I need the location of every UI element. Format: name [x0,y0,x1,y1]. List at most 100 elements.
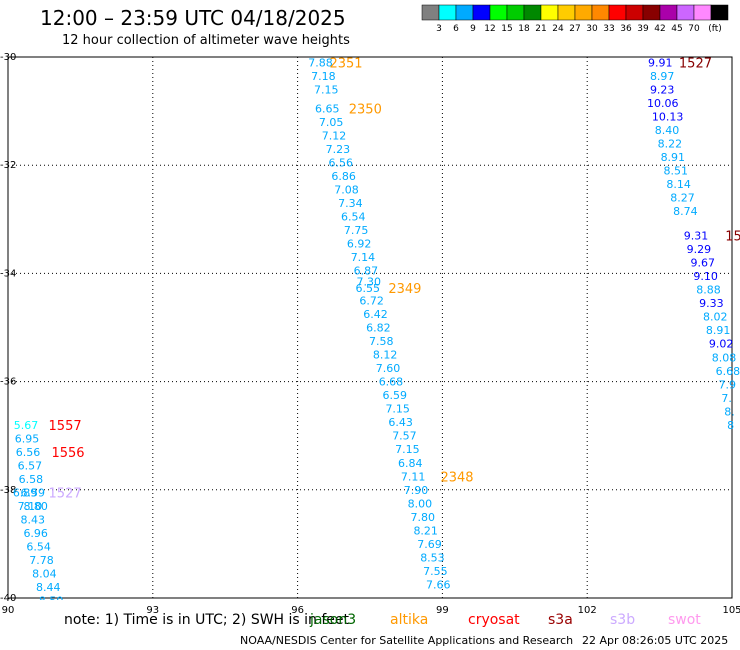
x-tick-label: 90 [2,605,15,616]
x-tick-label: 99 [436,605,449,616]
colorbar-swatch [659,4,678,21]
swh-value: 8.91 [661,151,686,164]
swh-value: 7.30 [356,276,381,289]
swh-value: 8.00 [408,497,433,510]
swh-value: 6.59 [21,487,45,500]
swh-value: 6.84 [398,457,423,470]
swh-value: 7.75 [344,224,369,237]
colorbar-swatch [557,4,576,21]
swh-value: 7.66 [426,578,451,591]
colorbar-swatch [455,4,474,21]
colorbar-label: 27 [569,24,580,34]
swh-value: 6.56 [16,446,41,459]
swh-value: 8 [727,419,734,432]
swh-value: 6.92 [347,238,372,251]
colorbar-label: 18 [518,24,530,34]
swh-value: 8.74 [673,205,698,218]
swh-value: 6.82 [366,322,391,335]
swh-value: 9.02 [709,338,734,351]
swh-value: 8.43 [21,514,45,527]
swh-value: 6.54 [341,211,366,224]
swh-value: 7. [721,392,732,405]
swh-value: 8.40 [655,124,680,137]
colorbar-label: 12 [484,24,495,34]
swh-value: 9.91 [648,56,673,69]
swh-value: 8.91 [706,324,731,337]
swh-value: 9.33 [699,297,724,310]
pass-number-label: 2351 [329,56,362,71]
swh-value: 7.15 [385,403,410,416]
y-tick-label: -40 [0,593,16,604]
page-subtitle: 12 hour collection of altimeter wave hei… [62,33,350,48]
colorbar-swatch [438,4,457,21]
colorbar-swatch [540,4,559,21]
y-tick-label: -32 [0,160,16,171]
swh-value: 6.55 [356,282,381,295]
footer-credit: NOAA/NESDIS Center for Satellite Applica… [240,634,574,647]
colorbar-swatch [642,4,661,21]
colorbar-label: 70 [688,24,700,34]
swh-value: 9.29 [687,243,712,256]
swh-value: 7.78 [29,554,54,567]
swh-value: 7.15 [395,443,420,456]
colorbar-swatch [693,4,712,21]
pass-number-label: 15 [725,230,740,245]
footer-note: note: 1) Time is in UTC; 2) SWH is in fe… [64,612,350,628]
swh-value: 6.89 [13,487,38,500]
swh-value: 7.69 [417,538,442,551]
legend-s3a: s3a [548,612,573,628]
swh-value: 6.68 [716,365,740,378]
plot-frame [7,56,733,599]
swh-value: 6.87 [354,265,379,278]
swh-value: 8.21 [413,524,438,537]
swh-value: 6.68 [379,376,404,389]
colorbar-swatch [625,4,644,21]
swh-value: 7.90 [404,484,429,497]
colorbar-swatch [523,4,542,21]
swh-value: 6.65 [315,102,340,115]
swh-value: 7.12 [322,129,347,142]
swh-value: 6.42 [363,308,388,321]
swh-value: 8.88 [696,284,721,297]
colorbar-label: 30 [586,24,598,34]
swh-value: 8.50 [39,595,64,608]
swh-value: 6.72 [359,294,384,307]
swh-value: 8.08 [712,351,737,364]
swh-value: 8.22 [658,138,683,151]
swh-value: 8.12 [373,349,398,362]
swh-value: 6.43 [388,416,413,429]
legend-altika: altika [390,612,429,628]
swh-value: 8.04 [32,568,57,581]
swh-value: 9.67 [690,257,715,270]
colorbar-label: 21 [535,24,546,34]
swh-value: 7.23 [326,143,351,156]
swh-value: 8.53 [420,551,445,564]
legend-cryosat: cryosat [468,612,520,628]
colorbar-swatch [506,4,525,21]
x-tick-label: 93 [146,605,159,616]
colorbar-swatch [421,4,440,21]
pass-number-label: 2348 [440,470,473,485]
swh-value: 7.18 [311,70,336,83]
colorbar-label: 42 [654,24,665,34]
swh-value: 8.44 [36,581,61,594]
swh-value: 8.27 [670,192,695,205]
swh-value: 10.13 [652,111,684,124]
colorbar-label: 39 [637,24,649,34]
swh-value: 8.80 [23,500,48,513]
colorbar-swatch [472,4,491,21]
y-tick-label: -38 [0,485,16,496]
swh-value: 7.10 [18,500,43,513]
legend-s3b: s3b [610,612,636,628]
legend-jason3: jason3 [310,612,357,628]
swh-value: 5.67 [14,419,39,432]
pass-number-label: 1557 [49,419,82,434]
swh-value: 6.59 [383,389,408,402]
colorbar-swatch [574,4,593,21]
colorbar-label: 36 [620,24,632,34]
swh-value: 7.05 [319,116,344,129]
swh-value: 7.11 [401,470,426,483]
swh-value: 9.31 [684,230,709,243]
colorbar-swatch [489,4,508,21]
